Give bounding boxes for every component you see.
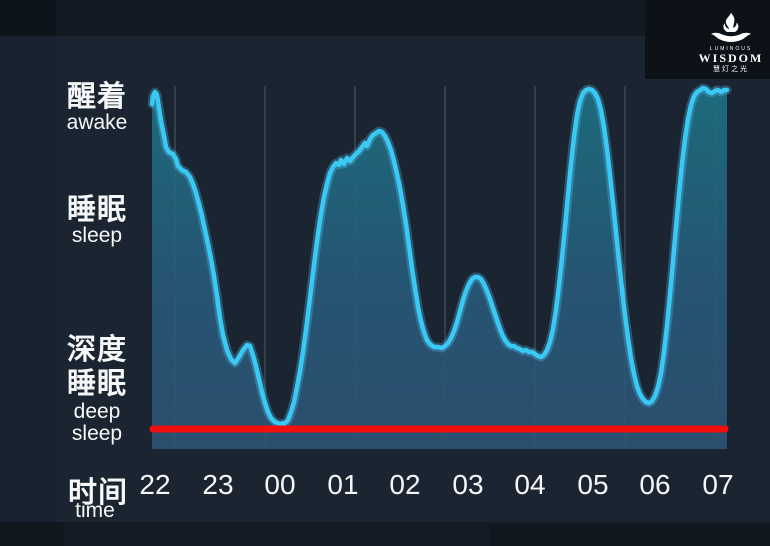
y-label-awake-en: awake [66,111,128,134]
y-label-deep-zh-line1: 深度 [66,334,128,366]
x-tick-03: 03 [452,469,484,500]
y-label-deep-en-line2: sleep [71,422,123,445]
y-label-awake-zh: 醒着 [66,81,128,113]
background-left-band [0,36,57,522]
background-top-band [0,0,770,36]
y-label-sleep-zh: 睡眠 [66,194,128,226]
sleep-curve-area-fill [152,88,727,449]
x-tick-07: 07 [702,469,734,500]
flame-in-hands-icon [711,13,751,42]
logo-line-chinese: 慧灯之光 [713,66,749,73]
x-tick-22: 22 [139,469,171,500]
y-label-sleep-en: sleep [71,224,123,247]
logo-line-luminous: LUMINOUS [709,46,753,52]
x-axis-title-en: time [75,499,115,522]
x-tick-00: 00 [264,469,296,500]
background-bottomleft-band [0,522,64,546]
x-tick-05: 05 [577,469,609,500]
sleep-curve-line [149,85,730,427]
y-label-deep-en-line1: deep [73,400,121,423]
brand-logo: LUMINOUS WISDOM 慧灯之光 [696,12,766,74]
x-tick-06: 06 [639,469,671,500]
background-bottomright-band [490,524,770,546]
x-tick-01: 01 [327,469,359,500]
background-topleft-band [0,0,56,36]
x-tick-04: 04 [514,469,546,500]
background-topright-band [645,0,770,79]
logo-line-wisdom: WISDOM [698,51,764,65]
y-label-deep-zh-line2: 睡眠 [66,368,128,400]
x-tick-23: 23 [202,469,234,500]
x-tick-02: 02 [389,469,421,500]
x-axis-title-zh: 时间 [67,477,129,509]
